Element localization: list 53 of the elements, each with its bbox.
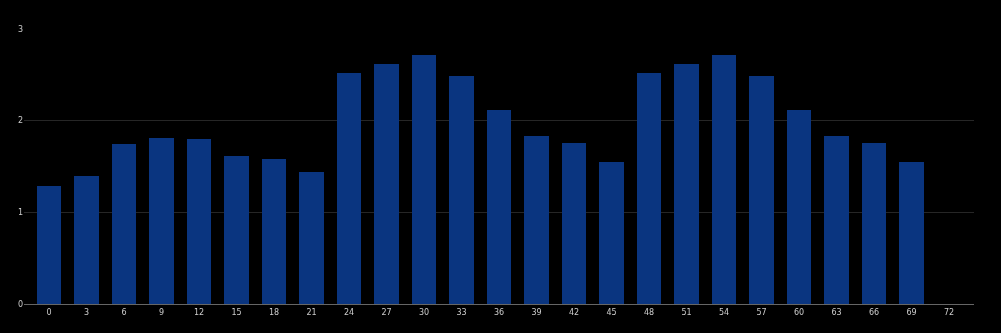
x-tick-label: 6 (121, 307, 127, 317)
x-tick-label: 36 (493, 307, 505, 317)
y-tick-label: 3 (17, 24, 23, 34)
x-tick-label: 33 (456, 307, 467, 317)
bar (337, 73, 361, 304)
x-tick-label: 42 (568, 307, 580, 317)
x-tick-label: 51 (681, 307, 692, 317)
x-tick-label: 39 (531, 307, 542, 317)
x-tick-label: 0 (46, 307, 52, 317)
bar (224, 156, 249, 304)
bar (862, 143, 886, 304)
bar (262, 159, 286, 304)
x-tick-label: 48 (643, 307, 655, 317)
x-tick-label: 63 (831, 307, 842, 317)
bar (149, 138, 174, 304)
x-tick-label: 54 (718, 307, 730, 317)
x-tick-label: 45 (606, 307, 617, 317)
bar (637, 73, 661, 304)
bar (412, 55, 436, 304)
x-tick-label: 27 (381, 307, 392, 317)
bar (299, 172, 324, 304)
bar (74, 176, 99, 304)
x-tick-label: 21 (306, 307, 317, 317)
x-tick-label: 66 (868, 307, 880, 317)
bar (899, 162, 924, 304)
bar (524, 136, 549, 304)
x-tick-label: 18 (268, 307, 280, 317)
y-tick-label: 2 (17, 116, 23, 126)
bar (374, 64, 399, 304)
y-tick-label: 0 (17, 299, 23, 309)
x-tick-label: 12 (193, 307, 205, 317)
y-tick-label: 1 (17, 208, 23, 218)
x-tick-label: 60 (793, 307, 805, 317)
bar (112, 144, 136, 304)
bar (37, 186, 61, 304)
x-tick-label: 15 (231, 307, 242, 317)
x-tick-label: 69 (906, 307, 917, 317)
bar (749, 76, 774, 304)
bar (487, 110, 511, 304)
bar (449, 76, 474, 304)
bar (674, 64, 699, 304)
x-tick-label: 9 (158, 307, 165, 317)
bar (599, 162, 624, 304)
bar (824, 136, 849, 304)
bar (787, 110, 811, 304)
x-tick-label: 72 (943, 307, 955, 317)
bar (187, 139, 211, 304)
x-tick-label: 57 (756, 307, 767, 317)
x-tick-label: 3 (83, 307, 90, 317)
bar (562, 143, 586, 304)
x-tick-label: 24 (343, 307, 355, 317)
bar (712, 55, 736, 304)
x-tick-label: 30 (418, 307, 430, 317)
